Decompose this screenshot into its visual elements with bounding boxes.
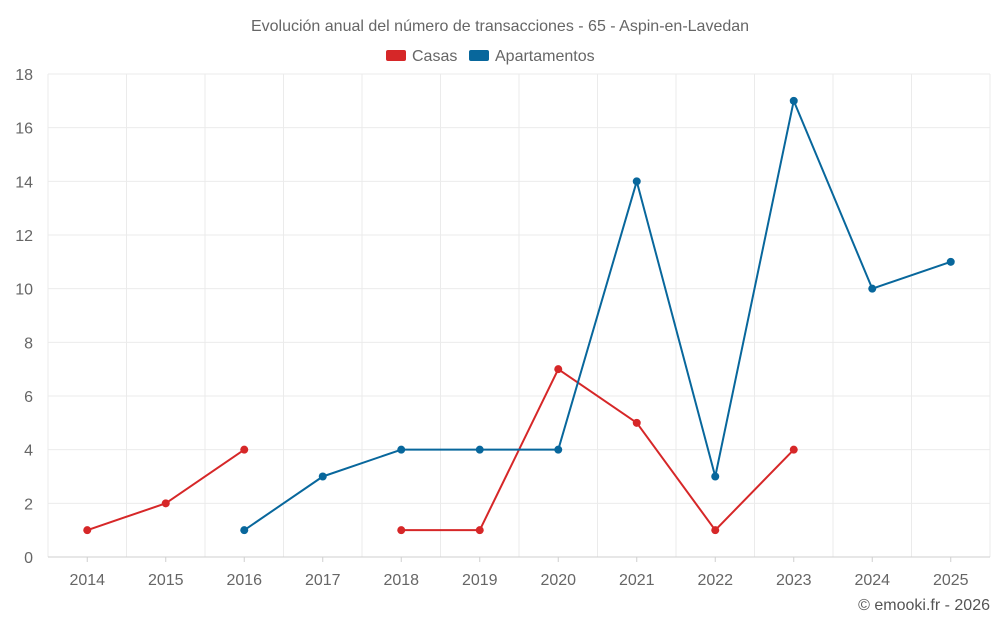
y-tick-label: 12: [15, 228, 33, 245]
x-tick-label: 2015: [148, 572, 184, 589]
x-tick-label: 2022: [697, 572, 733, 589]
legend-item-casas[interactable]: Casas: [386, 48, 457, 65]
data-point-apartamentos[interactable]: [318, 472, 327, 481]
series-casas: [83, 365, 798, 535]
legend-label: Apartamentos: [495, 48, 595, 65]
data-point-apartamentos[interactable]: [868, 284, 877, 293]
data-point-apartamentos[interactable]: [240, 526, 249, 535]
chart-title: Evolución anual del número de transaccio…: [251, 18, 749, 35]
data-point-apartamentos[interactable]: [397, 445, 406, 454]
axes: 0 2 4 6 8 10 12 14 16 18 2014 2015 2016 2017 2018 2019 2…: [15, 67, 990, 589]
data-point-apartamentos[interactable]: [475, 445, 484, 454]
legend: Casas Apartamentos: [386, 48, 595, 65]
x-tick-label: 2020: [540, 572, 576, 589]
credit-text: © emooki.fr - 2026: [858, 597, 990, 614]
data-point-apartamentos[interactable]: [632, 177, 641, 186]
y-tick-label: 16: [15, 121, 33, 138]
legend-swatch: [469, 50, 489, 61]
x-tick-label: 2024: [854, 572, 890, 589]
y-tick-label: 0: [24, 550, 33, 567]
grid: [47, 73, 991, 557]
series-line-casas: [86, 448, 246, 532]
x-tick-label: 2019: [462, 572, 498, 589]
y-tick-label: 6: [24, 389, 33, 406]
series-line-casas: [400, 368, 795, 532]
legend-swatch: [386, 50, 406, 61]
y-tick-label: 18: [15, 67, 33, 84]
data-point-casas[interactable]: [554, 365, 563, 374]
data-point-casas[interactable]: [475, 526, 484, 535]
legend-label: Casas: [412, 48, 457, 65]
x-tick-label: 2021: [619, 572, 655, 589]
data-point-casas[interactable]: [789, 445, 798, 454]
data-point-apartamentos[interactable]: [711, 472, 720, 481]
data-point-apartamentos[interactable]: [946, 257, 955, 266]
y-tick-label: 8: [24, 335, 33, 352]
data-point-casas[interactable]: [240, 445, 249, 454]
x-tick-label: 2018: [383, 572, 419, 589]
series-group: [83, 96, 955, 535]
legend-item-apartamentos[interactable]: Apartamentos: [469, 48, 595, 65]
data-point-casas[interactable]: [161, 499, 170, 508]
x-tick-label: 2014: [69, 572, 105, 589]
data-point-apartamentos[interactable]: [554, 445, 563, 454]
data-point-apartamentos[interactable]: [789, 96, 798, 105]
y-tick-label: 10: [15, 282, 33, 299]
x-tick-label: 2016: [226, 572, 262, 589]
series-line-apartamentos: [243, 99, 952, 532]
x-tick-label: 2023: [776, 572, 812, 589]
data-point-casas[interactable]: [632, 418, 641, 427]
x-tick-label: 2025: [933, 572, 969, 589]
series-apartamentos: [240, 96, 955, 535]
y-tick-label: 2: [24, 496, 33, 513]
data-point-casas[interactable]: [711, 526, 720, 535]
y-tick-label: 14: [15, 174, 33, 191]
y-tick-label: 4: [24, 443, 33, 460]
data-point-casas[interactable]: [83, 526, 92, 535]
data-point-casas[interactable]: [397, 526, 406, 535]
x-tick-label: 2017: [305, 572, 341, 589]
